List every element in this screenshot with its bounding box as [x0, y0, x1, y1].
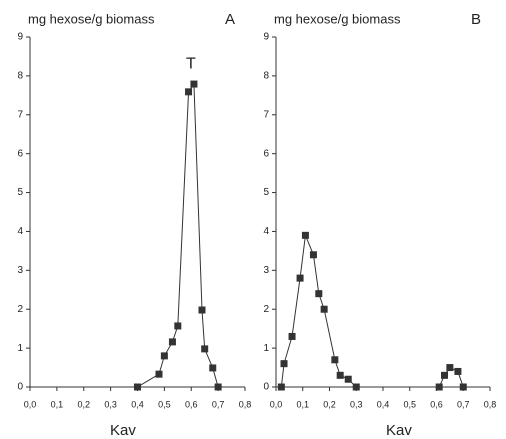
data-point [296, 274, 304, 282]
y-tick-label: 3 [263, 265, 269, 276]
data-point [209, 364, 217, 372]
data-point [185, 88, 193, 96]
x-tick-label: 0,4 [377, 399, 390, 409]
x-tick-label: 0,7 [212, 399, 225, 409]
x-tick-label: 0,7 [457, 399, 470, 409]
y-tick-label: 1 [17, 343, 23, 354]
data-point [168, 338, 176, 346]
y-tick-label: 5 [17, 187, 23, 198]
y-tick-label: 8 [263, 71, 269, 82]
x-axis-label: Kav [386, 422, 412, 439]
x-tick-label: 0,5 [158, 399, 171, 409]
data-point [446, 364, 454, 372]
data-point [336, 371, 344, 379]
data-point [214, 383, 222, 391]
data-point [315, 290, 323, 298]
y-tick-label: 0 [263, 382, 269, 393]
chart-title: mg hexose/g biomass [274, 11, 401, 26]
data-point [160, 352, 168, 360]
x-tick-label: 0,1 [296, 399, 309, 409]
y-tick-label: 7 [263, 109, 269, 120]
annotation: T [186, 55, 196, 72]
data-point [309, 251, 317, 259]
data-point [344, 375, 352, 383]
panel-label: A [225, 11, 235, 28]
data-point [441, 371, 449, 379]
y-tick-label: 9 [17, 32, 23, 43]
data-point [174, 322, 182, 330]
data-point [277, 383, 285, 391]
x-tick-label: 0,6 [185, 399, 198, 409]
y-tick-label: 0 [17, 382, 23, 393]
data-point [320, 305, 328, 313]
y-tick-label: 2 [263, 304, 269, 315]
y-tick-label: 6 [17, 148, 23, 159]
x-tick-label: 0,1 [51, 399, 64, 409]
data-point [352, 383, 360, 391]
y-tick-label: 6 [263, 148, 269, 159]
x-tick-label: 0,2 [77, 399, 90, 409]
y-tick-label: 4 [17, 226, 23, 237]
y-tick-label: 5 [263, 187, 269, 198]
data-point [331, 356, 339, 364]
data-point [201, 345, 209, 353]
data-point [198, 306, 206, 314]
data-point [454, 367, 462, 375]
series-line [137, 82, 219, 388]
x-tick-label: 0,8 [484, 399, 497, 409]
x-tick-label: 0,6 [430, 399, 443, 409]
data-point [301, 231, 309, 239]
chart-title: mg hexose/g biomass [28, 11, 155, 26]
y-tick-label: 4 [263, 226, 269, 237]
panel-label: B [471, 11, 481, 28]
y-tick-label: 8 [17, 71, 23, 82]
x-tick-label: 0,2 [323, 399, 336, 409]
y-tick-label: 1 [263, 343, 269, 354]
data-point [155, 370, 163, 378]
data-point [280, 360, 288, 368]
y-tick-label: 3 [17, 265, 23, 276]
x-tick-label: 0,5 [403, 399, 416, 409]
x-tick-label: 0,3 [104, 399, 117, 409]
y-tick-label: 9 [263, 32, 269, 43]
x-tick-label: 0,8 [239, 399, 252, 409]
x-tick-label: 0,0 [270, 399, 283, 409]
series-line [280, 233, 357, 388]
data-point [190, 80, 198, 88]
x-tick-label: 0,4 [131, 399, 144, 409]
data-point [134, 383, 141, 391]
data-point [459, 383, 467, 391]
y-tick-label: 2 [17, 304, 23, 315]
data-point [435, 383, 443, 391]
x-axis-label: Kav [110, 422, 136, 439]
x-tick-label: 0,3 [350, 399, 363, 409]
x-tick-label: 0,0 [24, 399, 37, 409]
data-point [288, 332, 296, 340]
y-tick-label: 7 [17, 109, 23, 120]
